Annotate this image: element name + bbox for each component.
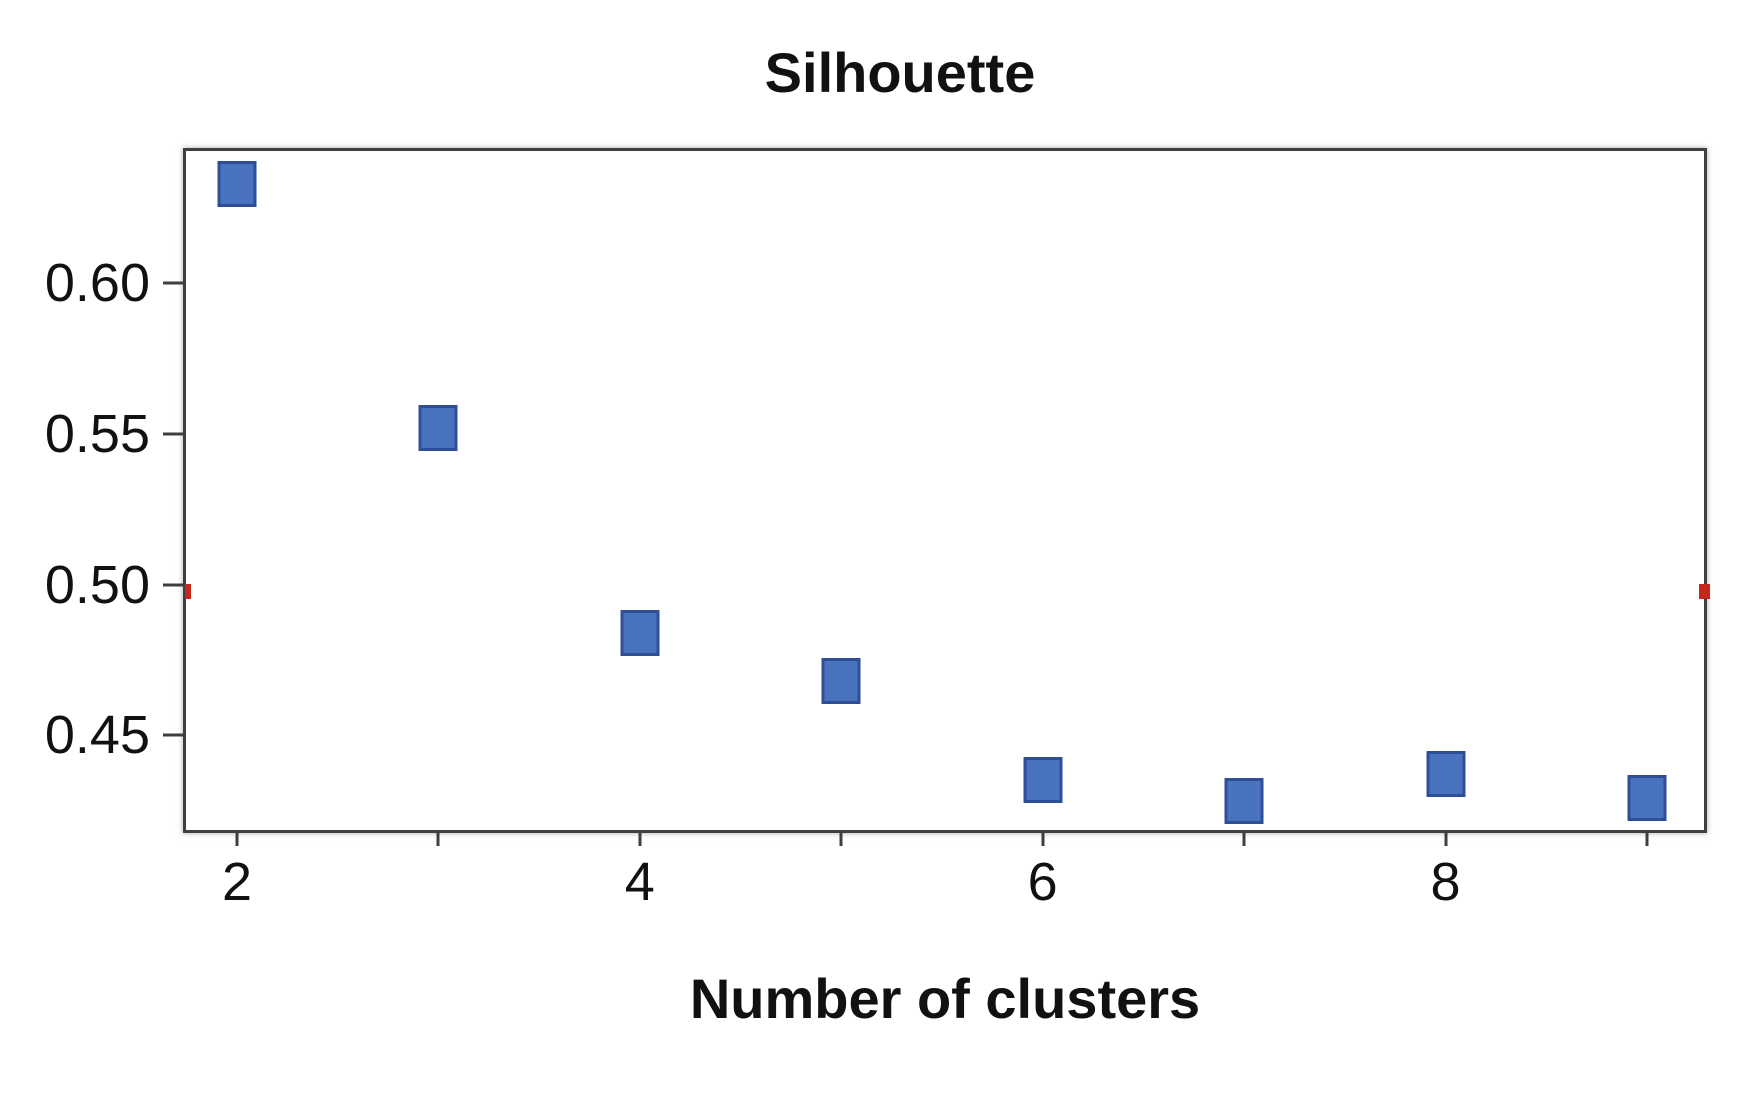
plot-area: [183, 148, 1707, 833]
y-tick-label: 0.45: [44, 705, 150, 766]
x-axis-tick: [1645, 833, 1649, 846]
y-tick-label: 0.50: [44, 554, 150, 615]
data-point-marker: [1627, 775, 1667, 822]
x-axis-tick: [638, 833, 642, 846]
x-axis-title: Number of clusters: [689, 967, 1201, 1030]
x-axis-tick: [1444, 833, 1448, 846]
chart-title: Silhouette: [764, 41, 1036, 104]
y-tick-label: 0.55: [44, 404, 150, 465]
x-axis-tick: [1242, 833, 1246, 846]
y-axis-tick: [163, 583, 183, 587]
data-point-marker: [418, 405, 458, 452]
x-axis-tick: [235, 833, 239, 846]
x-axis-tick: [839, 833, 843, 846]
x-tick-label: 6: [1027, 852, 1058, 912]
data-point-marker: [1224, 778, 1264, 825]
red-edge-mark: [1698, 583, 1710, 599]
y-axis-tick: [163, 281, 183, 285]
x-axis-tick: [436, 833, 440, 846]
y-axis-tick: [163, 432, 183, 436]
x-tick-label: 4: [624, 852, 655, 912]
data-point-marker: [1426, 751, 1466, 798]
y-axis-tick: [163, 733, 183, 737]
x-tick-label: 2: [221, 852, 252, 912]
data-point-marker: [217, 161, 257, 208]
red-edge-mark: [184, 583, 191, 599]
data-point-marker: [821, 657, 861, 704]
data-point-marker: [1023, 757, 1063, 804]
data-point-marker: [620, 609, 660, 656]
y-tick-label: 0.60: [44, 253, 150, 314]
x-tick-label: 8: [1430, 852, 1461, 912]
x-axis-tick: [1041, 833, 1045, 846]
